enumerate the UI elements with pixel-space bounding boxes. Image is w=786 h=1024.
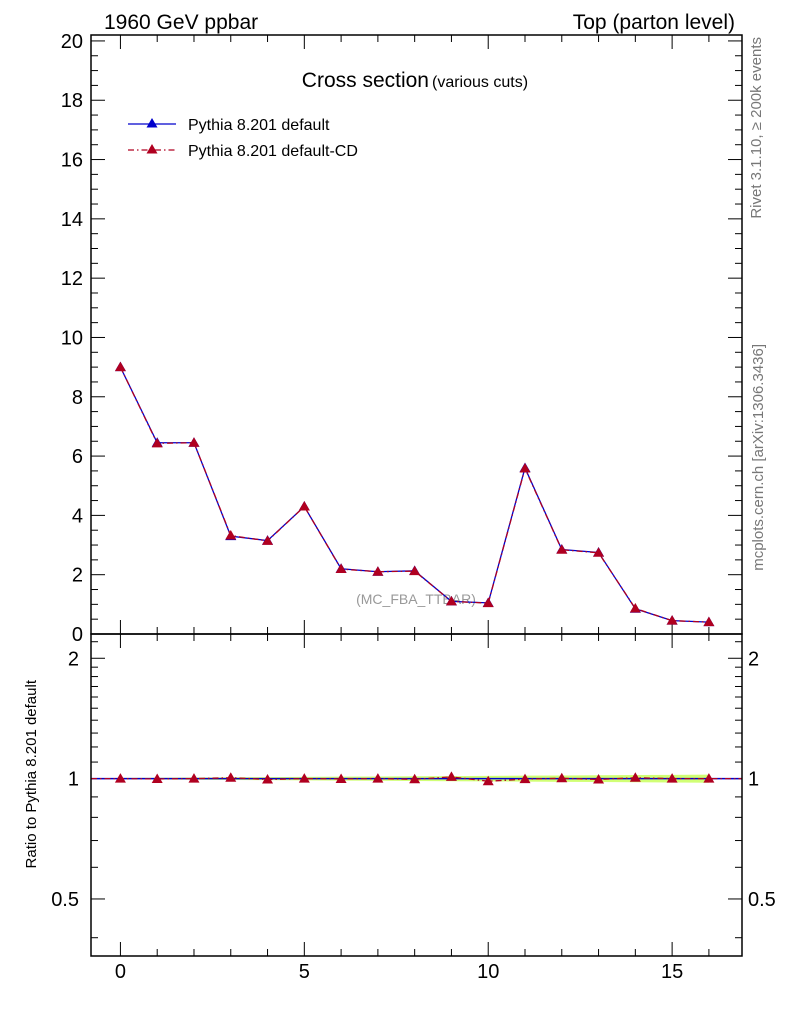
ratio-series-point-1 [298, 773, 310, 783]
ratio-series [91, 771, 742, 786]
ratio-x-tick-label: 0 [115, 961, 126, 983]
ratio-y-tick-label-right: 1 [748, 769, 759, 791]
main-y-tick-label: 2 [72, 565, 83, 587]
ratio-series-point-1 [593, 773, 605, 784]
main-y-tick-label: 4 [72, 505, 83, 527]
main-y-axis: 0 2 4 6 8 10 12 14 16 18 20 [61, 31, 742, 646]
main-series-point-1 [225, 530, 237, 540]
ratio-y-tick-label-right: 0.5 [748, 889, 776, 911]
main-y-tick-label: 16 [61, 150, 83, 172]
main-series-point-1 [556, 544, 568, 554]
ratio-series-point-1 [556, 772, 568, 783]
ratio-y-tick-label: 2 [68, 648, 79, 670]
main-y-tick-label: 12 [61, 268, 83, 290]
main-plot-subtitle: (various cuts) [432, 74, 528, 91]
rivet-label: Rivet 3.1.10, ≥ 200k events [748, 37, 765, 219]
main-plot: 0 2 4 6 8 10 12 14 16 18 20 Cross section (various… [61, 31, 743, 646]
main-series-point-1 [629, 602, 641, 613]
legend-item-default: Pythia 8.201 default [128, 117, 330, 134]
main-y-tick-label: 8 [72, 387, 83, 409]
main-series-point-1 [262, 535, 274, 545]
ratio-series-point-1 [445, 771, 457, 781]
ratio-plot-frame [90, 633, 743, 957]
ratio-series-point-1 [225, 772, 237, 782]
ratio-series-point-1 [262, 773, 274, 784]
main-series-point-1 [372, 566, 384, 576]
legend-label-default-cd: Pythia 8.201 default-CD [188, 143, 358, 160]
main-y-tick-label: 20 [61, 31, 83, 53]
main-y-tick-label: 6 [72, 446, 83, 468]
ratio-series-point-1 [482, 775, 494, 786]
main-y-tick-label: 0 [72, 624, 83, 646]
main-y-tick-label: 10 [61, 327, 83, 349]
ratio-y-tick-label: 1 [68, 769, 79, 791]
ratio-series-point-1 [335, 773, 347, 783]
ratio-series-point-1 [114, 773, 126, 783]
main-series-point-1 [188, 437, 200, 447]
main-x-axis [119, 35, 710, 634]
ratio-x-tick-label: 15 [661, 961, 683, 983]
ratio-x-axis: 0 5 10 15 [115, 634, 710, 983]
main-series-point-1 [298, 500, 310, 511]
ratio-series-point-1 [372, 773, 384, 783]
main-series-line-1 [119, 366, 709, 623]
main-series-point-1 [409, 565, 421, 576]
ratio-x-tick-label: 5 [299, 961, 310, 983]
main-series-point-1 [593, 547, 605, 557]
legend: Pythia 8.201 default Pythia 8.201 defaul… [128, 117, 358, 160]
main-series-point-1 [335, 563, 347, 574]
main-plot-title: Cross section [302, 69, 429, 92]
ratio-series-point-1 [703, 773, 715, 783]
main-series-point-1 [519, 463, 531, 473]
ratio-y-axis-label: Ratio to Pythia 8.201 default [23, 679, 40, 868]
ratio-y-axis: 0.5 0.5 1 1 2 2 [51, 641, 776, 939]
ratio-series-point-1 [629, 772, 641, 782]
main-series-point-1 [114, 361, 126, 372]
main-y-tick-label: 14 [61, 209, 83, 231]
ratio-y-tick-label: 0.5 [51, 889, 79, 911]
main-series-point-1 [482, 597, 494, 608]
main-series-line-0 [119, 366, 709, 623]
main-plot-annotation: (MC_FBA_TTBAR) [356, 591, 476, 607]
ratio-x-tick-label: 10 [477, 961, 499, 983]
header-left-label: 1960 GeV ppbar [104, 11, 258, 34]
main-series-point-1 [666, 615, 678, 625]
legend-label-default: Pythia 8.201 default [188, 117, 330, 134]
ratio-series-point-1 [666, 773, 678, 783]
main-series-point-1 [703, 616, 715, 627]
main-y-tick-label: 18 [61, 90, 83, 112]
ratio-y-tick-label-right: 2 [748, 648, 759, 670]
main-series [114, 361, 715, 627]
header-right-label: Top (parton level) [573, 11, 735, 34]
main-series-point-1 [445, 595, 457, 606]
legend-item-default-cd: Pythia 8.201 default-CD [128, 143, 358, 160]
ratio-series-point-1 [409, 773, 421, 784]
mcplots-label: mcplots.cern.ch [arXiv:1306.3436] [750, 344, 767, 571]
ratio-series-point-1 [151, 773, 163, 783]
ratio-plot: 0.5 0.5 1 1 2 2 0 5 10 15 Ratio to Pythia 8.201 … [23, 633, 776, 983]
ratio-series-point-1 [519, 773, 531, 784]
ratio-series-point-1 [188, 773, 200, 783]
main-series-point-1 [151, 437, 163, 448]
